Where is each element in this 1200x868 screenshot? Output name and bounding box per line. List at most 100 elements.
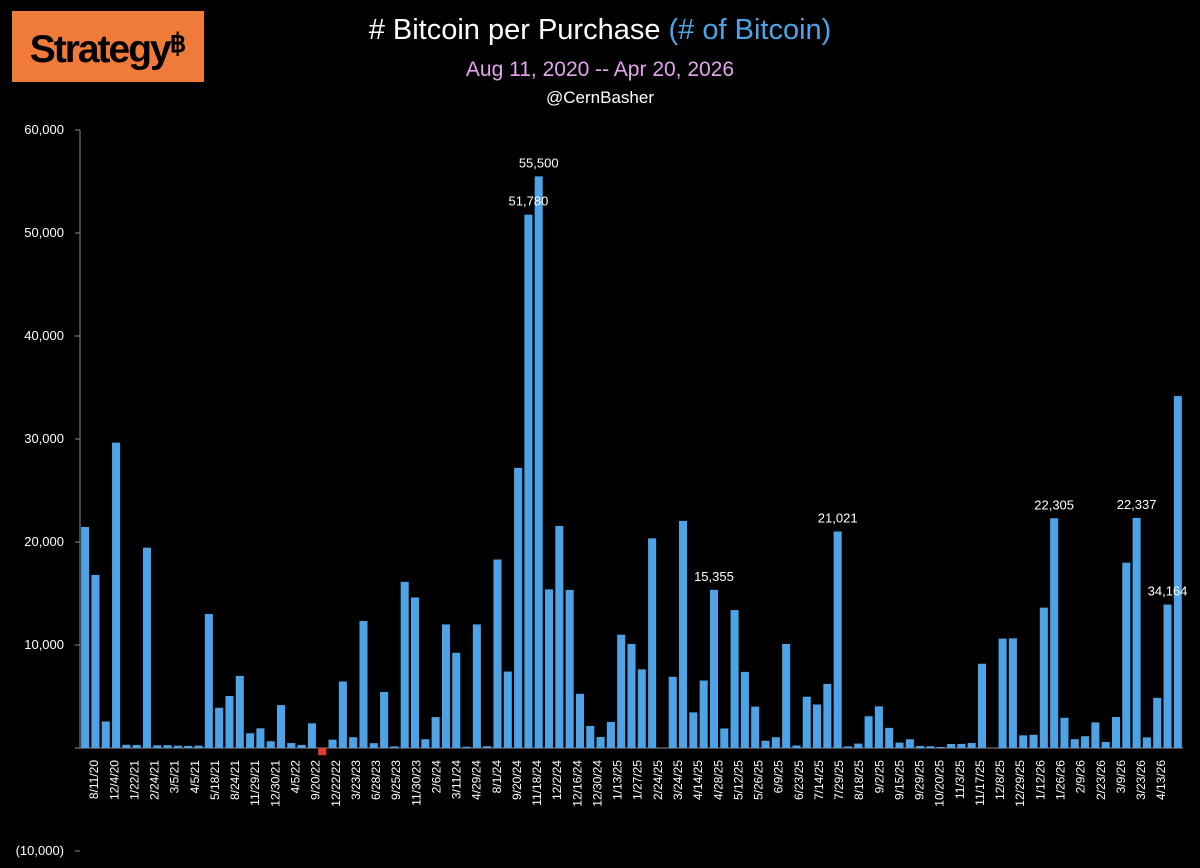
bar <box>297 744 306 748</box>
bar <box>771 737 780 748</box>
x-tick-label: 5/18/21 <box>208 760 222 800</box>
bar <box>380 691 389 748</box>
bar <box>1029 734 1038 748</box>
x-tick-label: 12/29/25 <box>1013 760 1027 807</box>
bar <box>936 747 945 748</box>
bar <box>1173 396 1182 748</box>
bar <box>421 739 430 748</box>
bar <box>1142 737 1151 748</box>
x-tick-label: 5/12/25 <box>731 760 745 800</box>
bar <box>390 746 399 748</box>
bar <box>483 746 492 748</box>
bar <box>1111 716 1121 748</box>
chart-title-main: # Bitcoin per Purchase <box>368 14 669 46</box>
bar <box>864 716 873 748</box>
x-tick-label: 8/24/21 <box>228 760 242 800</box>
bar <box>709 589 718 748</box>
bar <box>101 721 110 748</box>
bar <box>977 663 987 748</box>
bar <box>895 742 904 748</box>
bar <box>854 743 863 748</box>
bar <box>1163 604 1172 748</box>
bar <box>132 744 141 748</box>
x-tick-label: 4/5/21 <box>188 760 202 794</box>
bar <box>916 745 925 748</box>
x-tick-label: 1/27/25 <box>631 760 645 800</box>
bar <box>328 739 337 748</box>
bar <box>874 706 883 748</box>
bar <box>905 739 914 748</box>
x-tick-label: 8/18/25 <box>852 760 866 800</box>
bar <box>122 744 131 748</box>
y-tick-label: (10,000) <box>16 843 64 858</box>
x-tick-label: 4/28/25 <box>711 760 725 800</box>
bar <box>947 743 956 748</box>
x-tick-label: 12/30/24 <box>590 760 604 807</box>
bar <box>885 727 894 748</box>
bar <box>514 467 523 748</box>
x-tick-label: 12/22/22 <box>329 760 343 807</box>
x-tick-label: 11/30/23 <box>409 760 423 806</box>
bar <box>184 745 193 748</box>
bar <box>699 680 708 748</box>
data-label: 51,780 <box>509 194 549 209</box>
bar <box>833 531 842 748</box>
bar <box>740 671 749 748</box>
x-tick-label: 10/20/25 <box>933 760 947 807</box>
bar <box>967 742 976 748</box>
x-tick-label: 8/1/24 <box>490 760 504 794</box>
bar <box>1060 717 1069 748</box>
bar <box>225 695 234 748</box>
bar <box>1019 735 1028 748</box>
x-tick-label: 9/20/24 <box>510 760 524 800</box>
x-tick-label: 3/5/21 <box>168 760 182 794</box>
bar <box>81 527 90 748</box>
bar <box>1132 517 1141 748</box>
x-tick-label: 2/24/25 <box>651 760 665 800</box>
logo-wordmark: Strategy฿ <box>12 28 204 72</box>
bar <box>1101 741 1110 748</box>
x-tick-label: 11/29/21 <box>248 760 262 806</box>
y-tick-label: 60,000 <box>24 122 64 137</box>
y-tick-label: 10,000 <box>24 637 64 652</box>
bar <box>998 638 1007 748</box>
bar <box>369 743 378 748</box>
x-tick-label: 11/18/24 <box>530 760 544 806</box>
bar <box>1091 722 1100 748</box>
x-tick-label: 11/17/25 <box>973 760 987 806</box>
chart-subtitle: Aug 11, 2020 -- Apr 20, 2026 <box>465 58 735 81</box>
bar <box>266 741 275 748</box>
x-tick-label: 6/23/25 <box>792 760 806 800</box>
bar <box>1050 518 1059 748</box>
bar <box>194 745 203 748</box>
bar <box>679 520 688 748</box>
x-tick-label: 3/23/26 <box>1134 760 1148 800</box>
x-tick-label: 9/20/22 <box>309 760 323 800</box>
bar <box>307 723 316 748</box>
bar <box>1070 739 1079 748</box>
bar <box>926 746 935 748</box>
bar <box>91 575 100 748</box>
x-tick-label: 3/23/23 <box>349 760 363 800</box>
bar <box>246 733 255 748</box>
bar <box>843 746 852 748</box>
data-label: 15,355 <box>694 569 734 584</box>
bar <box>1153 697 1162 748</box>
logo-text: Strategy <box>29 28 172 71</box>
bar <box>215 707 224 748</box>
bar <box>163 745 172 748</box>
x-tick-label: 3/24/25 <box>671 760 685 800</box>
x-tick-label: 9/2/25 <box>872 760 886 794</box>
x-tick-label: 1/13/25 <box>611 760 625 800</box>
x-tick-label: 2/6/24 <box>429 760 443 794</box>
bar <box>637 669 646 748</box>
x-tick-label: 12/2/24 <box>550 760 564 800</box>
x-tick-label: 2/23/26 <box>1094 760 1108 800</box>
y-tick-label: 20,000 <box>24 534 64 549</box>
bar <box>534 176 543 749</box>
bar <box>617 634 626 748</box>
bar <box>493 559 502 748</box>
bar <box>648 538 657 748</box>
bar <box>411 597 420 748</box>
